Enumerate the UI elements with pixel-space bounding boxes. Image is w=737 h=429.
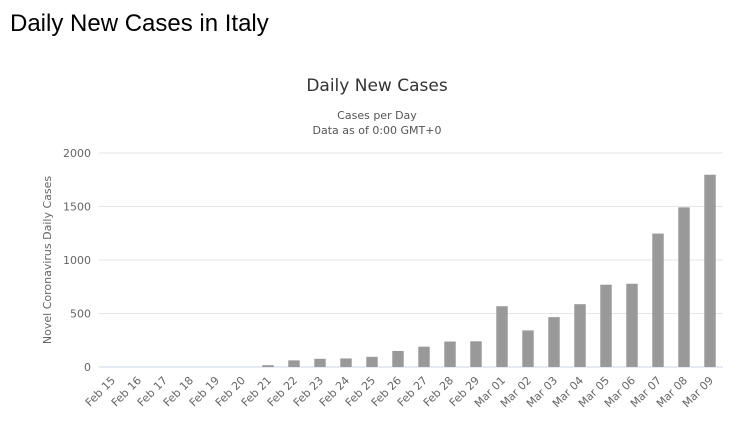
bar-feb-29[interactable] — [470, 341, 482, 367]
bar-feb-23[interactable] — [314, 358, 326, 367]
bar-mar-08[interactable] — [678, 207, 690, 367]
bar-feb-27[interactable] — [418, 346, 430, 367]
gridlines — [99, 152, 723, 368]
bars — [262, 174, 716, 367]
bar-mar-05[interactable] — [600, 284, 612, 367]
bar-mar-06[interactable] — [626, 283, 638, 367]
y-tick-label: 1000 — [63, 254, 91, 267]
y-tick-label: 2000 — [63, 147, 91, 160]
bar-mar-03[interactable] — [548, 317, 560, 367]
y-tick-label: 0 — [84, 361, 91, 374]
chart-subtitle: Cases per Day — [337, 109, 417, 122]
bar-mar-07[interactable] — [652, 233, 664, 367]
bar-feb-28[interactable] — [444, 341, 456, 367]
bar-mar-09[interactable] — [704, 174, 716, 367]
chart-subtitle-date: Data as of 0:00 GMT+0 — [313, 124, 442, 137]
bar-feb-24[interactable] — [340, 358, 352, 367]
bar-feb-21[interactable] — [262, 365, 274, 367]
bar-mar-01[interactable] — [496, 306, 508, 367]
bar-mar-04[interactable] — [574, 304, 586, 367]
y-axis-label: Novel Coronavirus Daily Cases — [41, 176, 54, 344]
y-axis-ticks: 0 500 1000 1500 2000 — [63, 147, 91, 374]
bar-mar-02[interactable] — [522, 330, 534, 367]
page-title: Daily New Cases in Italy — [10, 10, 269, 37]
bar-feb-26[interactable] — [392, 350, 404, 367]
bar-feb-22[interactable] — [288, 360, 300, 367]
y-tick-label: 500 — [70, 308, 91, 321]
chart-title: Daily New Cases — [306, 76, 448, 96]
bar-feb-25[interactable] — [366, 356, 378, 367]
y-tick-label: 1500 — [63, 201, 91, 214]
